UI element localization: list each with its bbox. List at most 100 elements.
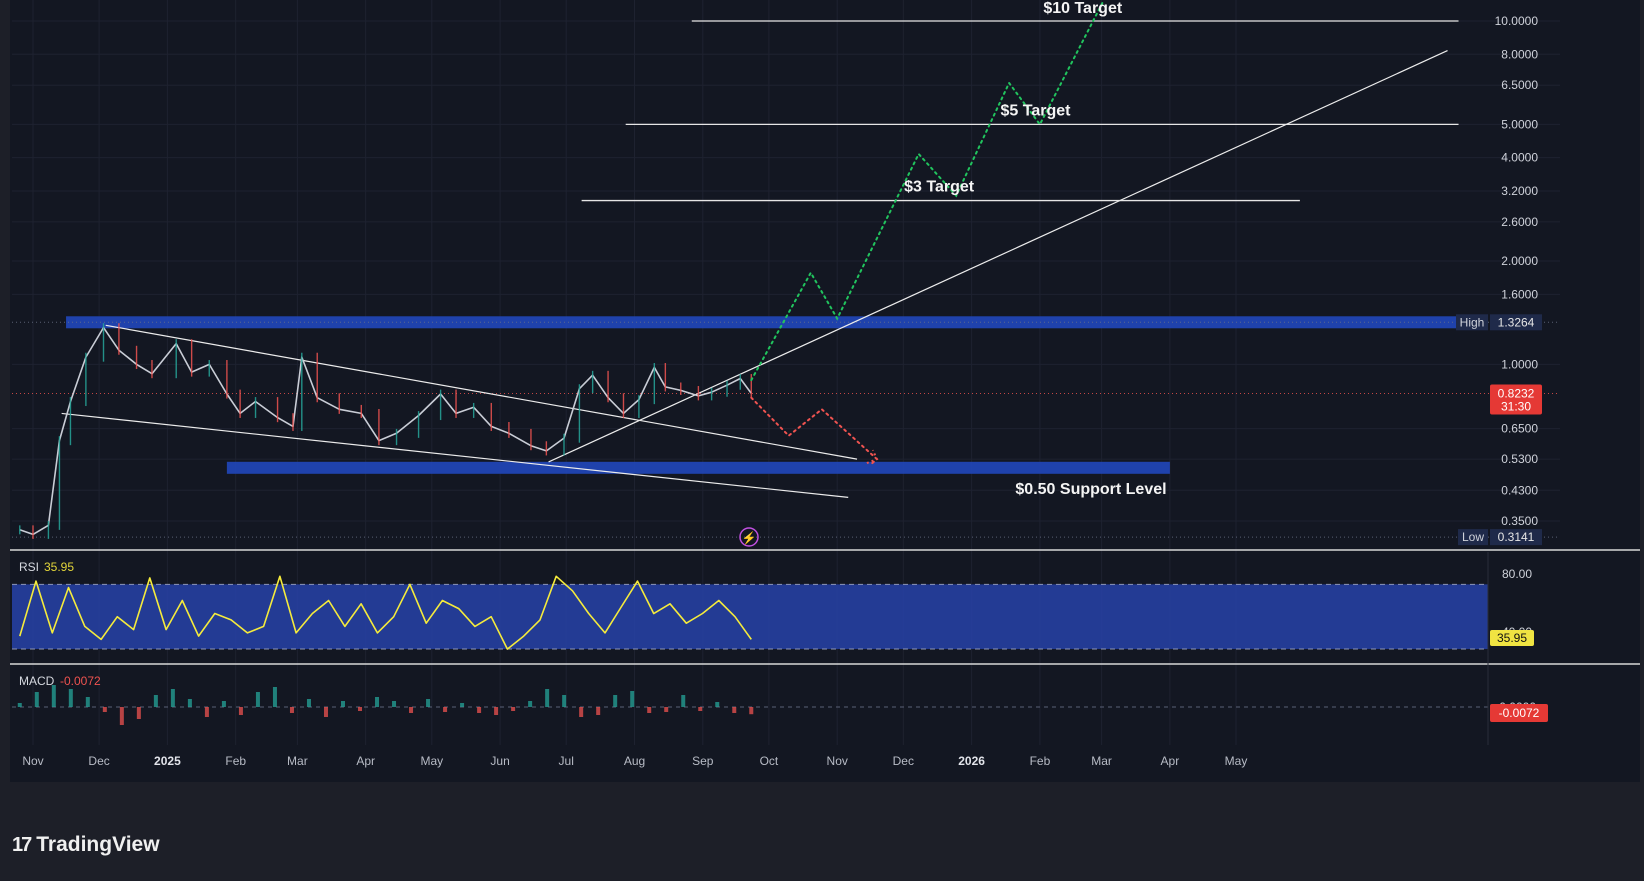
macd-histogram-bar <box>715 702 720 707</box>
macd-histogram-bar <box>630 691 635 707</box>
rsi-value-label: 35.95 <box>44 560 74 574</box>
bearish-arrow-head <box>866 449 879 465</box>
low-label: Low <box>1462 530 1484 544</box>
macd-histogram-bar <box>511 707 516 711</box>
macd-histogram-bar <box>443 707 448 712</box>
macd-histogram-bar <box>306 699 311 707</box>
macd-histogram-bar <box>272 687 277 707</box>
rsi-value-badge-text: 35.95 <box>1497 631 1527 645</box>
rsi-title: RSI <box>19 560 39 574</box>
rsi-line <box>19 575 752 650</box>
macd-histogram-bar <box>255 692 260 707</box>
macd-histogram-bar <box>289 707 294 713</box>
time-tick-label: Mar <box>287 754 308 768</box>
time-tick-label: Nov <box>22 754 43 768</box>
price-tick-label: 3.2000 <box>1501 184 1538 198</box>
macd-histogram-bar <box>204 707 209 717</box>
price-tick-label: 0.4300 <box>1501 483 1538 497</box>
macd-value-badge-text: -0.0072 <box>1499 706 1540 720</box>
price-tick-label: 0.5300 <box>1501 452 1538 466</box>
macd-histogram-bar <box>136 707 141 719</box>
low-value-bg <box>1490 529 1542 546</box>
macd-histogram-bar <box>664 707 669 712</box>
rsi-band <box>12 584 1488 650</box>
macd-histogram-bar <box>528 701 533 707</box>
macd-histogram-bar <box>187 699 192 707</box>
price-tick-label: 1.6000 <box>1501 287 1538 301</box>
time-tick-label: 2026 <box>958 754 985 768</box>
price-tick-label: 6.5000 <box>1501 78 1538 92</box>
rsi-tick-label: 80.00 <box>1502 567 1532 581</box>
wedge-upper-trendline <box>105 324 858 460</box>
price-tick-label: 0.3500 <box>1501 514 1538 528</box>
macd-histogram-bar <box>494 707 499 715</box>
macd-histogram-bar <box>102 707 107 712</box>
high-label-bg <box>1456 314 1488 331</box>
current-price-badge <box>1490 384 1542 415</box>
bullish-projection-path <box>750 0 1105 382</box>
chart-background <box>10 0 1640 782</box>
time-tick-label: Dec <box>88 754 109 768</box>
macd-histogram-bar <box>698 707 703 711</box>
macd-histogram-bar <box>375 697 380 707</box>
tradingview-logo-icon: 17 <box>12 833 32 856</box>
price-tick-label: 8.0000 <box>1501 47 1538 61</box>
high-value: 1.3264 <box>1498 315 1535 329</box>
high-value-bg <box>1490 314 1542 331</box>
lightning-icon: ⚡ <box>742 531 757 545</box>
macd-histogram-bar <box>238 707 243 715</box>
current-price-value: 0.8232 <box>1498 386 1535 400</box>
price-tick-label: 1.0000 <box>1501 357 1538 371</box>
support-level-label: $0.50 Support Level <box>1015 481 1166 498</box>
low-value: 0.3141 <box>1498 530 1535 544</box>
macd-histogram-bar <box>579 707 584 717</box>
tradingview-logo: 17 TradingView <box>12 832 160 858</box>
price-line <box>19 326 752 536</box>
time-tick-label: Feb <box>1030 754 1051 768</box>
macd-histogram-bar <box>426 699 431 707</box>
macd-histogram-bar <box>17 703 22 707</box>
time-tick-label: Apr <box>356 754 375 768</box>
macd-histogram-bar <box>392 701 397 707</box>
time-tick-label: Jul <box>559 754 574 768</box>
price-tick-label: 2.0000 <box>1501 254 1538 268</box>
macd-histogram-bar <box>153 695 158 707</box>
time-tick-label: Jun <box>490 754 509 768</box>
macd-histogram-bar <box>596 707 601 715</box>
time-tick-label: Oct <box>760 754 779 768</box>
target-label-2: $5 Target <box>1000 102 1071 119</box>
time-tick-label: 2025 <box>154 754 181 768</box>
target-label-3: $3 Target <box>904 179 975 196</box>
time-tick-label: Nov <box>827 754 848 768</box>
time-tick-label: Apr <box>1161 754 1180 768</box>
time-tick-label: Sep <box>692 754 714 768</box>
macd-value-badge <box>1490 704 1548 722</box>
price-tick-label: 10.0000 <box>1495 14 1539 28</box>
price-tick-label: 4.0000 <box>1501 151 1538 165</box>
macd-histogram-bar <box>409 707 414 713</box>
time-tick-label: Feb <box>225 754 246 768</box>
macd-histogram-bar <box>681 695 686 707</box>
macd-histogram-bar <box>85 697 90 707</box>
target-label-1: $10 Target <box>1043 0 1123 17</box>
macd-histogram-bar <box>647 707 652 713</box>
macd-histogram-bar <box>613 695 618 707</box>
time-tick-label: Mar <box>1091 754 1112 768</box>
low-label-bg <box>1458 529 1488 546</box>
time-tick-label: Aug <box>624 754 645 768</box>
macd-value-label: -0.0072 <box>60 674 101 688</box>
time-tick-label: Dec <box>893 754 914 768</box>
macd-histogram-bar <box>34 692 39 707</box>
price-tick-label: 5.0000 <box>1501 117 1538 131</box>
high-zone <box>66 316 1459 329</box>
macd-title: MACD <box>19 674 55 688</box>
macd-histogram-bar <box>732 707 737 713</box>
macd-histogram-bar <box>119 707 124 725</box>
macd-histogram-bar <box>170 689 175 707</box>
time-tick-label: May <box>1225 754 1248 768</box>
event-marker-icon[interactable] <box>739 527 759 547</box>
macd-histogram-bar <box>221 701 226 707</box>
macd-histogram-bar <box>460 703 465 707</box>
